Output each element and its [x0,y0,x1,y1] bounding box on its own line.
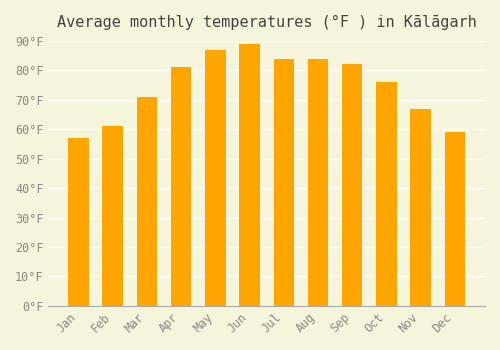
Title: Average monthly temperatures (°F ) in Kālāgarh: Average monthly temperatures (°F ) in Kā… [57,15,476,30]
Bar [171,68,192,306]
Bar [136,97,157,306]
Bar [102,126,123,306]
Bar [376,82,396,306]
Bar [308,58,328,306]
Bar [410,108,431,306]
Bar [68,138,88,306]
Bar [274,58,294,306]
Bar [342,64,362,306]
Bar [240,44,260,306]
Bar [205,50,226,306]
Bar [444,132,465,306]
